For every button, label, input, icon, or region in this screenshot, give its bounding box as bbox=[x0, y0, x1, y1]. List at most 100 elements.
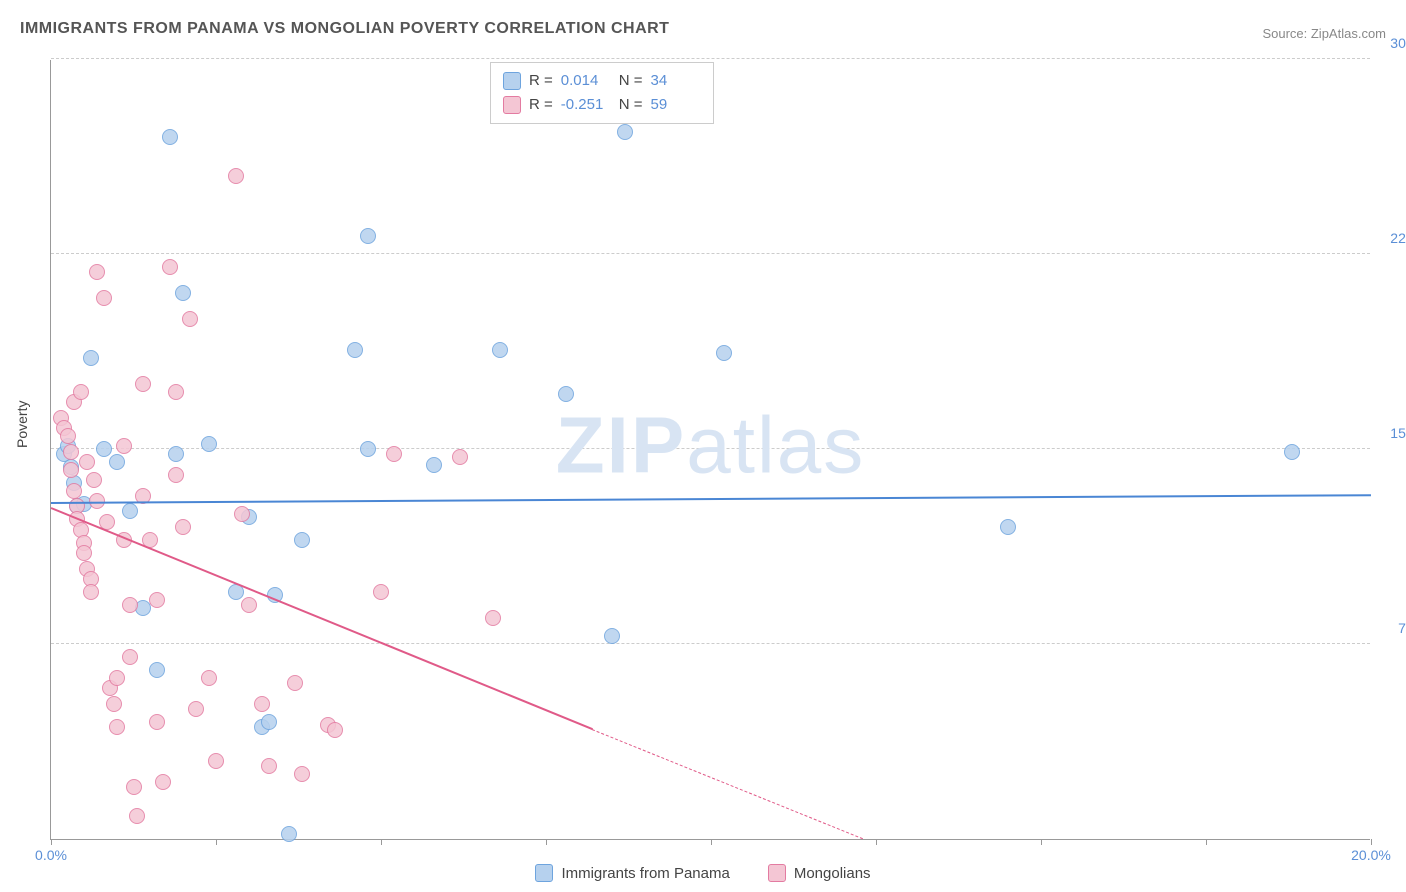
series-legend: Immigrants from Panama Mongolians bbox=[0, 864, 1406, 882]
chart-plot-area: ZIPatlas 7.5%15.0%22.5%30.0%0.0%20.0% bbox=[50, 60, 1370, 840]
data-point bbox=[175, 285, 191, 301]
data-point bbox=[76, 545, 92, 561]
data-point bbox=[228, 168, 244, 184]
r-value: 0.014 bbox=[561, 69, 611, 93]
data-point bbox=[122, 597, 138, 613]
data-point bbox=[83, 584, 99, 600]
data-point bbox=[426, 457, 442, 473]
data-point bbox=[149, 592, 165, 608]
correlation-legend: R =0.014N =34R =-0.251N =59 bbox=[490, 62, 714, 124]
watermark: ZIPatlas bbox=[556, 399, 865, 491]
data-point bbox=[261, 758, 277, 774]
data-point bbox=[492, 342, 508, 358]
data-point bbox=[66, 483, 82, 499]
trend-line bbox=[51, 494, 1371, 504]
data-point bbox=[485, 610, 501, 626]
legend-row: R =0.014N =34 bbox=[503, 69, 701, 93]
data-point bbox=[63, 462, 79, 478]
data-point bbox=[201, 436, 217, 452]
y-tick-label: 22.5% bbox=[1375, 230, 1406, 246]
data-point bbox=[168, 446, 184, 462]
y-tick-label: 15.0% bbox=[1375, 425, 1406, 441]
data-point bbox=[188, 701, 204, 717]
data-point bbox=[373, 584, 389, 600]
gridline bbox=[51, 448, 1370, 449]
legend-label: Immigrants from Panama bbox=[561, 865, 729, 882]
data-point bbox=[86, 472, 102, 488]
data-point bbox=[452, 449, 468, 465]
legend-item: Immigrants from Panama bbox=[531, 864, 733, 882]
data-point bbox=[327, 722, 343, 738]
r-label: R = bbox=[529, 69, 553, 93]
data-point bbox=[109, 454, 125, 470]
data-point bbox=[294, 532, 310, 548]
data-point bbox=[106, 696, 122, 712]
legend-swatch bbox=[535, 864, 553, 882]
data-point bbox=[79, 454, 95, 470]
x-tick bbox=[546, 839, 547, 845]
trend-line bbox=[592, 729, 863, 839]
x-tick bbox=[381, 839, 382, 845]
n-label: N = bbox=[619, 93, 643, 117]
data-point bbox=[149, 714, 165, 730]
data-point bbox=[63, 444, 79, 460]
data-point bbox=[168, 467, 184, 483]
data-point bbox=[287, 675, 303, 691]
data-point bbox=[155, 774, 171, 790]
gridline bbox=[51, 643, 1370, 644]
x-tick bbox=[216, 839, 217, 845]
data-point bbox=[168, 384, 184, 400]
data-point bbox=[162, 259, 178, 275]
chart-title: IMMIGRANTS FROM PANAMA VS MONGOLIAN POVE… bbox=[20, 20, 669, 38]
data-point bbox=[294, 766, 310, 782]
data-point bbox=[89, 264, 105, 280]
data-point bbox=[122, 649, 138, 665]
x-tick bbox=[51, 839, 52, 845]
trend-line bbox=[51, 507, 593, 730]
data-point bbox=[175, 519, 191, 535]
data-point bbox=[135, 376, 151, 392]
source-label: Source: ZipAtlas.com bbox=[1262, 26, 1386, 41]
r-label: R = bbox=[529, 93, 553, 117]
data-point bbox=[558, 386, 574, 402]
data-point bbox=[182, 311, 198, 327]
legend-swatch bbox=[768, 864, 786, 882]
data-point bbox=[604, 628, 620, 644]
legend-item: Mongolians bbox=[764, 864, 875, 882]
data-point bbox=[617, 124, 633, 140]
data-point bbox=[234, 506, 250, 522]
data-point bbox=[83, 350, 99, 366]
x-tick bbox=[876, 839, 877, 845]
y-tick-label: 7.5% bbox=[1375, 620, 1406, 636]
data-point bbox=[716, 345, 732, 361]
x-tick bbox=[711, 839, 712, 845]
x-tick bbox=[1041, 839, 1042, 845]
x-tick bbox=[1371, 839, 1372, 845]
data-point bbox=[73, 384, 89, 400]
data-point bbox=[360, 441, 376, 457]
legend-label: Mongolians bbox=[794, 865, 871, 882]
data-point bbox=[149, 662, 165, 678]
data-point bbox=[162, 129, 178, 145]
data-point bbox=[1000, 519, 1016, 535]
data-point bbox=[96, 441, 112, 457]
r-value: -0.251 bbox=[561, 93, 611, 117]
data-point bbox=[60, 428, 76, 444]
data-point bbox=[241, 597, 257, 613]
x-tick-label: 0.0% bbox=[35, 847, 67, 863]
x-tick bbox=[1206, 839, 1207, 845]
data-point bbox=[261, 714, 277, 730]
data-point bbox=[109, 670, 125, 686]
legend-swatch bbox=[503, 96, 521, 114]
x-tick-label: 20.0% bbox=[1351, 847, 1391, 863]
data-point bbox=[126, 779, 142, 795]
gridline bbox=[51, 58, 1370, 59]
legend-row: R =-0.251N =59 bbox=[503, 93, 701, 117]
data-point bbox=[201, 670, 217, 686]
data-point bbox=[96, 290, 112, 306]
data-point bbox=[281, 826, 297, 842]
data-point bbox=[360, 228, 376, 244]
y-tick-label: 30.0% bbox=[1375, 35, 1406, 51]
data-point bbox=[208, 753, 224, 769]
data-point bbox=[254, 696, 270, 712]
